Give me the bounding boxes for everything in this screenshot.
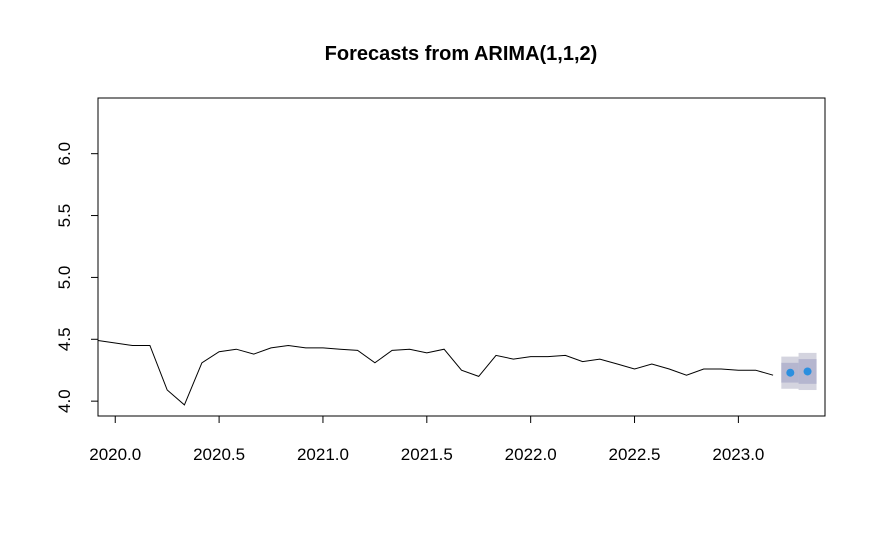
y-tick-label: 5.0 — [55, 266, 74, 290]
x-tick-label: 2023.0 — [712, 445, 764, 464]
x-tick-label: 2022.5 — [609, 445, 661, 464]
forecast-point — [803, 367, 812, 376]
chart-title: Forecasts from ARIMA(1,1,2) — [325, 43, 598, 65]
x-tick-label: 2020.0 — [89, 445, 141, 464]
x-tick-label: 2021.5 — [401, 445, 453, 464]
series-line — [97, 340, 774, 406]
y-tick-label: 4.0 — [55, 389, 74, 413]
y-tick-label: 6.0 — [55, 142, 74, 166]
x-tick-label: 2022.0 — [505, 445, 557, 464]
y-tick-label: 5.5 — [55, 204, 74, 228]
x-tick-label: 2021.0 — [297, 445, 349, 464]
x-tick-label: 2020.5 — [193, 445, 245, 464]
y-tick-label: 4.5 — [55, 327, 74, 351]
forecast-point — [786, 368, 795, 377]
plot-frame — [97, 97, 826, 417]
